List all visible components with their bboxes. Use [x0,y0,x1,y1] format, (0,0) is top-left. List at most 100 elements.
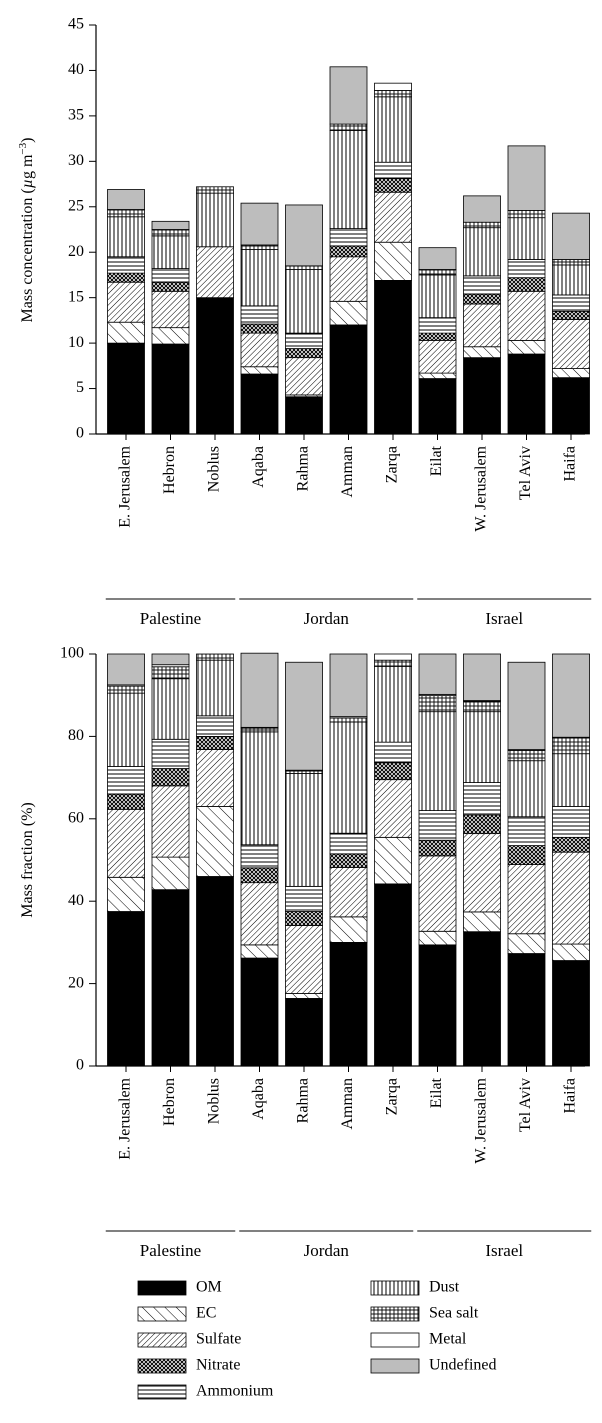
bar-segment-ec-amman [329,916,368,943]
chart-panel-concentration: E. Jerusalem Hebron Noblus Aqaba Rahma Amman Z… [17,16,592,628]
bar-segment-undefined-eilat [418,247,457,270]
bar-segment-dust-aqaba [240,731,279,846]
bar-segment-ammonium-haifa [552,806,590,838]
bar-segment-nitrate-w-jerusalem [463,814,501,835]
y-axis-title: Mass concentration (µg m−3) [17,138,36,323]
bar-segment-ec-rahma [285,993,323,999]
bar-segment-sea-salt-tel-aviv [507,210,546,219]
bar-segment-om-rahma [285,396,323,435]
bar-segment-sulfate-tel-aviv [507,290,546,341]
x-tick-label-rahma: Rahma [295,446,312,491]
bar-segment-undefined-amman [329,66,368,125]
bar-segment-om-w-jerusalem [463,931,501,1067]
bar-segment-sea-salt-w-jerusalem [463,221,501,229]
y-tick-label: 20 [68,974,84,991]
bar-segment-sulfate-noblus [196,246,234,299]
bar-segment-dust-eilat [418,274,457,319]
bar-segment-sulfate-zarqa [374,779,412,838]
legend-item-dust: Dust [370,1279,460,1296]
legend-item-om: OM [137,1279,222,1296]
bar-segment-sulfate-w-jerusalem [463,833,501,913]
legend-item-sea-salt: Sea salt [370,1305,479,1322]
bar-segment-om-aqaba [240,373,279,435]
bar-segment-undefined-haifa [552,212,590,260]
bar-segment-ec-hebron [151,856,190,891]
bar-segment-sea-salt-e-jerusalem [107,685,145,694]
bar-segment-nitrate-aqaba [240,323,279,334]
legend-label-dust: Dust [429,1279,460,1296]
bar-segment-ammonium-eilat [418,317,457,334]
x-tick-label-zarqa: Zarqa [384,1078,401,1115]
bar-segment-ammonium-amman [329,832,368,855]
bar-segment-ec-e-jerusalem [107,876,145,912]
x-tick-label-eilat: Eilat [428,1077,445,1108]
bar-segment-undefined-e-jerusalem [107,189,145,210]
bar-segment-ec-w-jerusalem [463,911,501,933]
bar-segment-om-haifa [552,377,590,435]
bar-segment-sea-salt-aqaba [240,244,279,250]
bar-segment-undefined-amman [329,653,368,718]
bar-segment-sea-salt-haifa [552,259,590,266]
bar-segment-nitrate-hebron [151,281,190,292]
x-tick-label-e-jerusalem: E. Jerusalem [117,445,134,527]
bar-segment-nitrate-hebron [151,768,190,787]
bar-segment-om-rahma [285,998,323,1067]
x-tick-label-haifa: Haifa [562,446,579,482]
y-tick-label: 0 [76,1057,84,1074]
bar-segment-dust-amman [329,130,368,229]
bar-segment-nitrate-amman [329,245,368,258]
bar-segment-sulfate-zarqa [374,191,412,243]
bar-segment-sea-salt-noblus [196,186,234,194]
legend-label-sulfate: Sulfate [196,1331,241,1348]
bar-segment-ec-aqaba [240,366,279,375]
bar-segment-undefined-haifa [552,653,590,738]
group-label-palestine: Palestine [140,609,201,628]
bar-segment-om-noblus [196,876,234,1067]
bar-segment-sea-salt-haifa [552,737,590,755]
bar-segment-nitrate-amman [329,853,368,868]
x-tick-label-w-jerusalem: W. Jerusalem [473,445,490,531]
x-tick-label-rahma: Rahma [295,1078,312,1123]
legend-label-ec: EC [196,1305,216,1322]
group-label-jordan: Jordan [304,1241,350,1260]
y-tick-label: 45 [68,16,84,33]
bar-segment-om-hebron [151,889,190,1067]
x-tick-label-tel-aviv: Tel Aviv [517,446,534,500]
bar-segment-dust-hebron [151,678,190,740]
x-tick-label-eilat: Eilat [428,445,445,476]
y-tick-label: 0 [76,425,84,442]
bar-segment-ammonium-noblus [196,715,234,737]
bar-segment-ec-zarqa [374,241,412,281]
bar-segment-undefined-tel-aviv [507,145,546,211]
bar-segment-sea-salt-eilat [418,269,457,276]
legend-swatch-om [137,1280,187,1296]
legend-swatch-sea-salt [370,1306,420,1322]
bar-segment-nitrate-w-jerusalem [463,293,501,305]
bar-segment-undefined-rahma [285,661,323,771]
bar-segment-dust-haifa [552,753,590,807]
bar-segment-om-e-jerusalem [107,911,145,1067]
bar-segment-nitrate-e-jerusalem [107,793,145,810]
bar-segment-dust-rahma [285,773,323,887]
bar-segment-dust-haifa [552,264,590,296]
bar-segment-dust-noblus [196,192,234,248]
bar-segment-ammonium-aqaba [240,305,279,325]
bar-segment-nitrate-eilat [418,332,457,341]
legend-swatch-nitrate [137,1358,187,1374]
bar-segment-ec-eilat [418,930,457,946]
x-tick-label-amman: Amman [339,1078,356,1130]
bar-segment-ammonium-tel-aviv [507,259,546,279]
bar-segment-dust-tel-aviv [507,760,546,818]
bar-segment-dust-aqaba [240,249,279,307]
bar-segment-sulfate-rahma [285,925,323,994]
bar-segment-undefined-rahma [285,204,323,267]
legend-swatch-ammonium [137,1384,187,1400]
bar-segment-undefined-hebron [151,653,190,666]
bar-segment-sea-salt-zarqa [374,659,412,667]
bar-segment-ammonium-tel-aviv [507,816,546,846]
bar-segment-nitrate-tel-aviv [507,845,546,865]
bar-segment-nitrate-rahma [285,348,323,359]
bar-segment-sulfate-amman [329,867,368,918]
